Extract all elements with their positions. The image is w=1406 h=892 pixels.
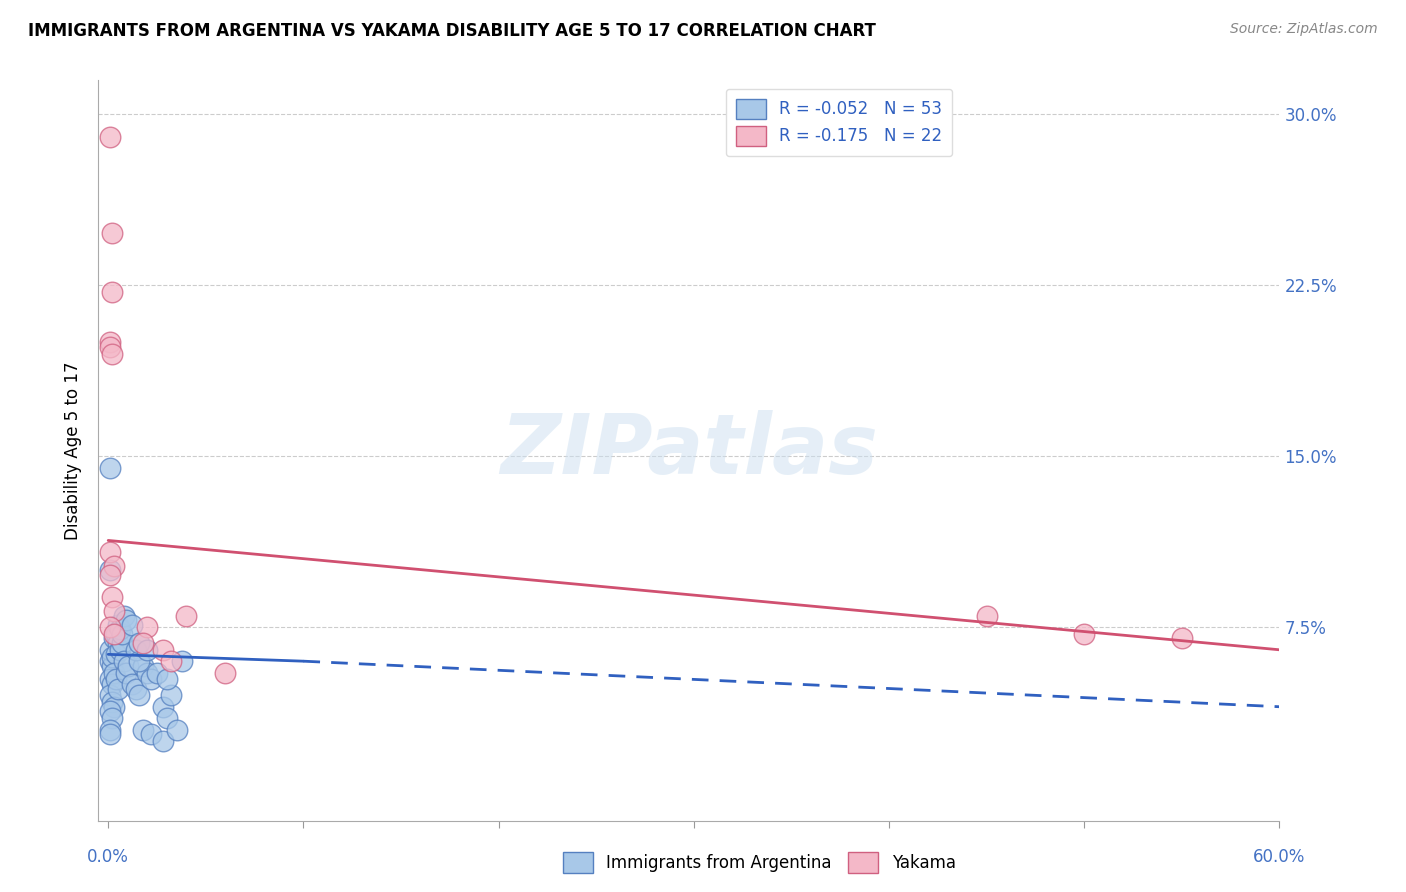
- Point: [98, 340, 121, 354]
- Point: [124, 642, 146, 657]
- Point: [101, 695, 124, 709]
- Point: [156, 711, 179, 725]
- Point: [214, 665, 236, 680]
- Point: [101, 658, 124, 673]
- Point: [159, 689, 181, 703]
- Point: [121, 677, 143, 691]
- Point: [152, 734, 174, 748]
- Text: Source: ZipAtlas.com: Source: ZipAtlas.com: [1230, 22, 1378, 37]
- Point: [146, 665, 169, 680]
- Point: [132, 658, 155, 673]
- Point: [98, 335, 121, 350]
- Point: [139, 673, 162, 687]
- Point: [1073, 627, 1095, 641]
- Point: [114, 613, 136, 627]
- Legend: Immigrants from Argentina, Yakama: Immigrants from Argentina, Yakama: [557, 846, 962, 880]
- Point: [124, 681, 146, 696]
- Point: [152, 699, 174, 714]
- Text: IMMIGRANTS FROM ARGENTINA VS YAKAMA DISABILITY AGE 5 TO 17 CORRELATION CHART: IMMIGRANTS FROM ARGENTINA VS YAKAMA DISA…: [28, 22, 876, 40]
- Point: [136, 642, 159, 657]
- Point: [114, 665, 136, 680]
- Point: [136, 665, 159, 680]
- Point: [103, 604, 125, 618]
- Point: [152, 642, 174, 657]
- Point: [98, 673, 121, 687]
- Point: [128, 689, 150, 703]
- Point: [104, 673, 127, 687]
- Point: [98, 654, 121, 668]
- Point: [101, 346, 124, 360]
- Point: [1171, 632, 1194, 646]
- Point: [117, 658, 139, 673]
- Point: [103, 632, 125, 646]
- Y-axis label: Disability Age 5 to 17: Disability Age 5 to 17: [65, 361, 83, 540]
- Point: [128, 654, 150, 668]
- Point: [159, 654, 181, 668]
- Point: [132, 723, 155, 737]
- Point: [104, 627, 127, 641]
- Point: [98, 723, 121, 737]
- Point: [156, 673, 179, 687]
- Point: [98, 545, 121, 559]
- Point: [101, 711, 124, 725]
- Point: [98, 567, 121, 582]
- Point: [98, 620, 121, 634]
- Point: [98, 727, 121, 741]
- Point: [104, 648, 127, 662]
- Point: [112, 654, 135, 668]
- Point: [132, 636, 155, 650]
- Point: [103, 627, 125, 641]
- Point: [103, 558, 125, 573]
- Point: [103, 699, 125, 714]
- Point: [172, 654, 194, 668]
- Point: [121, 617, 143, 632]
- Point: [107, 636, 129, 650]
- Legend: R = -0.052   N = 53, R = -0.175   N = 22: R = -0.052 N = 53, R = -0.175 N = 22: [725, 88, 952, 156]
- Text: ZIPatlas: ZIPatlas: [501, 410, 877, 491]
- Point: [101, 649, 124, 664]
- Point: [101, 591, 124, 605]
- Point: [98, 563, 121, 577]
- Point: [101, 285, 124, 300]
- Point: [111, 636, 134, 650]
- Point: [98, 642, 121, 657]
- Point: [108, 642, 131, 657]
- Point: [107, 681, 129, 696]
- Point: [166, 723, 188, 737]
- Point: [107, 617, 129, 632]
- Point: [103, 665, 125, 680]
- Point: [112, 608, 135, 623]
- Point: [98, 704, 121, 718]
- Text: 0.0%: 0.0%: [87, 848, 129, 866]
- Point: [128, 636, 150, 650]
- Point: [101, 677, 124, 691]
- Point: [139, 727, 162, 741]
- Point: [108, 622, 131, 636]
- Point: [98, 460, 121, 475]
- Point: [976, 608, 998, 623]
- Point: [101, 226, 124, 240]
- Point: [136, 620, 159, 634]
- Point: [98, 689, 121, 703]
- Point: [174, 608, 197, 623]
- Point: [111, 627, 134, 641]
- Text: 60.0%: 60.0%: [1253, 848, 1306, 866]
- Point: [98, 130, 121, 145]
